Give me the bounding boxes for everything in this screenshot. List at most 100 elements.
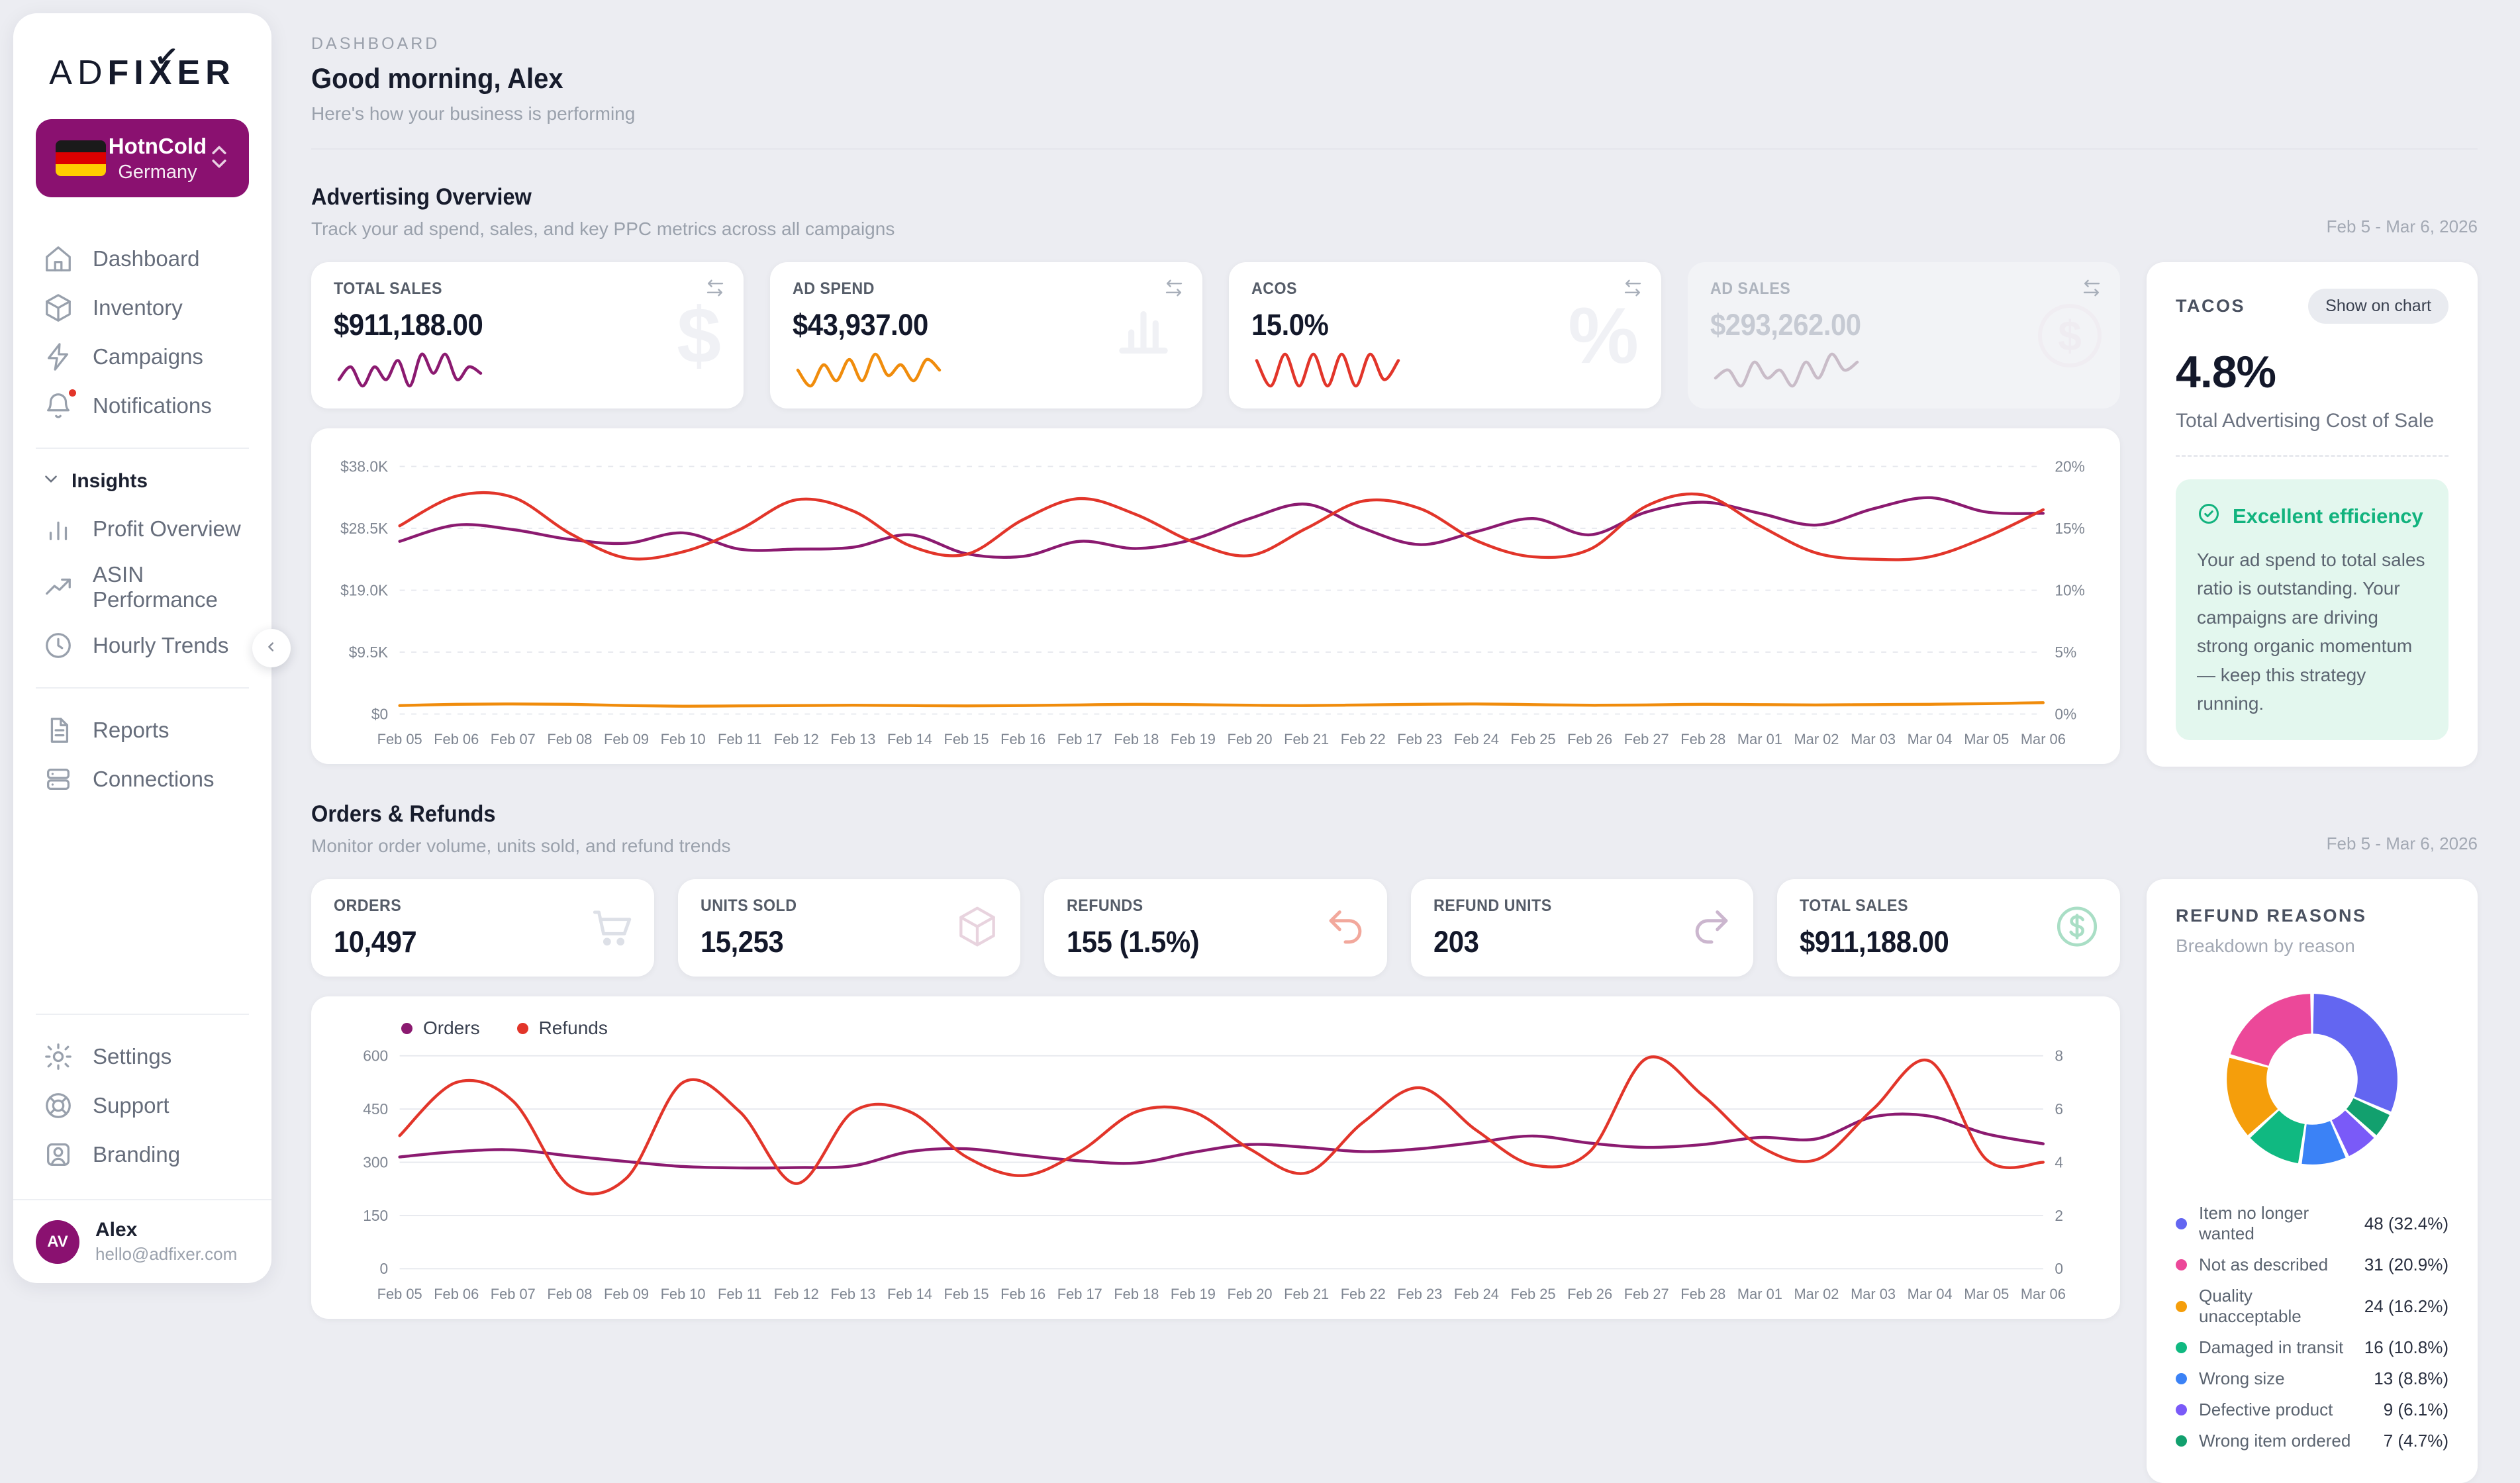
refund-reasons-donut-chart[interactable] [2176, 977, 2448, 1182]
metric-card-refund-units[interactable]: REFUND UNITS 203 [1411, 879, 1754, 977]
svg-text:Feb 22: Feb 22 [1341, 1286, 1386, 1302]
svg-text:Feb 22: Feb 22 [1341, 731, 1386, 747]
metric-card-total-sales[interactable]: $ TOTAL SALES $911,188.00 [311, 262, 744, 408]
svg-text:2: 2 [2055, 1207, 2063, 1224]
svg-text:Feb 27: Feb 27 [1624, 731, 1669, 747]
section-subtitle: Monitor order volume, units sold, and re… [311, 836, 730, 857]
section-title: Advertising Overview [311, 184, 532, 211]
svg-text:Mar 01: Mar 01 [1737, 1286, 1782, 1302]
metric-card-ad-spend[interactable]: AD SPEND $43,937.00 [770, 262, 1202, 408]
orders-line-chart[interactable]: 600450300150086420Feb 05Feb 06Feb 07Feb … [324, 1045, 2107, 1307]
metric-card-total-sales-2[interactable]: TOTAL SALES $911,188.00 [1777, 879, 2120, 977]
sidebar-divider [36, 687, 249, 689]
metric-card-ad-sales[interactable]: $ AD SALES $293,262.00 [1688, 262, 2120, 408]
svg-text:Feb 11: Feb 11 [718, 731, 761, 747]
orders-legend-dot [401, 1023, 412, 1034]
svg-text:Mar 02: Mar 02 [1794, 731, 1839, 747]
svg-text:Mar 04: Mar 04 [1908, 731, 1953, 747]
svg-text:10%: 10% [2055, 581, 2084, 598]
breadcrumb: DASHBOARD [311, 34, 2478, 54]
sidebar-item-dashboard[interactable]: Dashboard [36, 234, 249, 283]
reason-label: Wrong item ordered [2199, 1431, 2372, 1451]
svg-text:Feb 25: Feb 25 [1511, 731, 1556, 747]
tacos-subtitle: Total Advertising Cost of Sale [2176, 410, 2448, 432]
svg-text:$0: $0 [371, 705, 388, 722]
refund-reason-row[interactable]: Not as described31 (20.9%) [2176, 1249, 2448, 1280]
svg-text:Feb 08: Feb 08 [547, 731, 592, 747]
sidebar-item-profit-overview[interactable]: Profit Overview [36, 504, 249, 553]
sidebar-item-reports[interactable]: Reports [36, 706, 249, 755]
refund-reason-row[interactable]: Defective product9 (6.1%) [2176, 1394, 2448, 1425]
sidebar-divider [36, 1014, 249, 1015]
svg-text:Mar 06: Mar 06 [2021, 731, 2066, 747]
svg-text:Feb 06: Feb 06 [434, 731, 479, 747]
logo-text-er: ER [177, 54, 235, 92]
ad-spend-sparkline [793, 349, 1180, 391]
orders-chart-legend: Orders Refunds [324, 1014, 2107, 1045]
reason-label: Item no longer wanted [2199, 1203, 2352, 1244]
svg-text:0%: 0% [2055, 705, 2076, 722]
undo-arrow-icon [1322, 903, 1369, 953]
refund-reason-row[interactable]: Item no longer wanted48 (32.4%) [2176, 1198, 2448, 1249]
svg-text:Feb 23: Feb 23 [1397, 731, 1442, 747]
advertising-line-chart[interactable]: $38.0K$28.5K$19.0K$9.5K$020%15%10%5%0%Fe… [324, 446, 2107, 752]
sidebar-item-asin-performance[interactable]: ASIN Performance [36, 553, 249, 621]
svg-text:Feb 08: Feb 08 [547, 1286, 592, 1302]
user-profile[interactable]: AV Alex hello@adfixer.com [13, 1199, 271, 1283]
germany-flag-icon [56, 140, 106, 176]
refund-reason-row[interactable]: Wrong item ordered7 (4.7%) [2176, 1425, 2448, 1457]
compare-arrows-icon[interactable] [1622, 278, 1644, 301]
reason-color-dot [2176, 1301, 2187, 1312]
sidebar-item-branding[interactable]: Branding [36, 1130, 249, 1179]
svg-text:5%: 5% [2055, 644, 2076, 661]
svg-text:8: 8 [2055, 1047, 2063, 1065]
sidebar-item-campaigns[interactable]: Campaigns [36, 332, 249, 381]
show-on-chart-button[interactable]: Show on chart [2308, 289, 2448, 324]
metric-label: ACOS [1251, 279, 1297, 299]
metric-card-refunds[interactable]: REFUNDS 155 (1.5%) [1044, 879, 1387, 977]
svg-text:Feb 10: Feb 10 [661, 1286, 706, 1302]
workspace-selector[interactable]: HotnCold Germany [36, 119, 249, 197]
sidebar-item-hourly-trends[interactable]: Hourly Trends [36, 621, 249, 670]
refund-reason-row[interactable]: Quality unacceptable24 (16.2%) [2176, 1280, 2448, 1332]
sidebar-item-inventory[interactable]: Inventory [36, 283, 249, 332]
section-subtitle: Track your ad spend, sales, and key PPC … [311, 218, 895, 240]
metric-label: ORDERS [334, 896, 401, 916]
compare-arrows-icon[interactable] [704, 278, 726, 301]
compare-arrows-icon[interactable] [1163, 278, 1185, 301]
svg-text:Feb 28: Feb 28 [1680, 1286, 1725, 1302]
reason-label: Wrong size [2199, 1368, 2362, 1389]
sidebar-item-settings[interactable]: Settings [36, 1032, 249, 1081]
compare-arrows-icon[interactable] [2080, 278, 2103, 301]
legend-label: Orders [423, 1018, 480, 1039]
svg-text:Feb 13: Feb 13 [830, 1286, 875, 1302]
legend-item-orders[interactable]: Orders [401, 1018, 480, 1039]
reason-color-dot [2176, 1404, 2187, 1415]
svg-text:Feb 24: Feb 24 [1454, 1286, 1499, 1302]
svg-text:20%: 20% [2055, 457, 2084, 475]
insights-section-toggle[interactable]: Insights [36, 466, 249, 504]
refund-reason-row[interactable]: Damaged in transit16 (10.8%) [2176, 1332, 2448, 1363]
acos-sparkline [1251, 349, 1639, 391]
main-content: DASHBOARD Good morning, Alex Here's how … [271, 0, 2520, 1296]
reason-value: 16 (10.8%) [2364, 1337, 2448, 1358]
metric-value: $43,937.00 [793, 308, 928, 342]
svg-text:Feb 21: Feb 21 [1284, 731, 1329, 747]
svg-text:Feb 12: Feb 12 [774, 1286, 819, 1302]
refund-reasons-title: REFUND REASONS [2176, 906, 2448, 926]
sidebar-item-connections[interactable]: Connections [36, 755, 249, 804]
sidebar-item-label: Profit Overview [93, 516, 241, 542]
sidebar-item-notifications[interactable]: Notifications [36, 381, 249, 430]
orders-refunds-section: Orders & Refunds Monitor order volume, u… [311, 801, 2478, 1483]
metric-card-acos[interactable]: % ACOS 15.0% [1229, 262, 1661, 408]
svg-text:Feb 17: Feb 17 [1057, 731, 1102, 747]
sidebar-collapse-button[interactable] [252, 629, 291, 667]
refund-reason-row[interactable]: Wrong size13 (8.8%) [2176, 1363, 2448, 1394]
refunds-legend-dot [517, 1023, 528, 1034]
sidebar-item-support[interactable]: Support [36, 1081, 249, 1130]
metric-card-orders[interactable]: ORDERS 10,497 [311, 879, 654, 977]
legend-item-refunds[interactable]: Refunds [517, 1018, 608, 1039]
reason-value: 24 (16.2%) [2364, 1296, 2448, 1317]
svg-text:Feb 25: Feb 25 [1511, 1286, 1556, 1302]
metric-card-units-sold[interactable]: UNITS SOLD 15,253 [678, 879, 1021, 977]
